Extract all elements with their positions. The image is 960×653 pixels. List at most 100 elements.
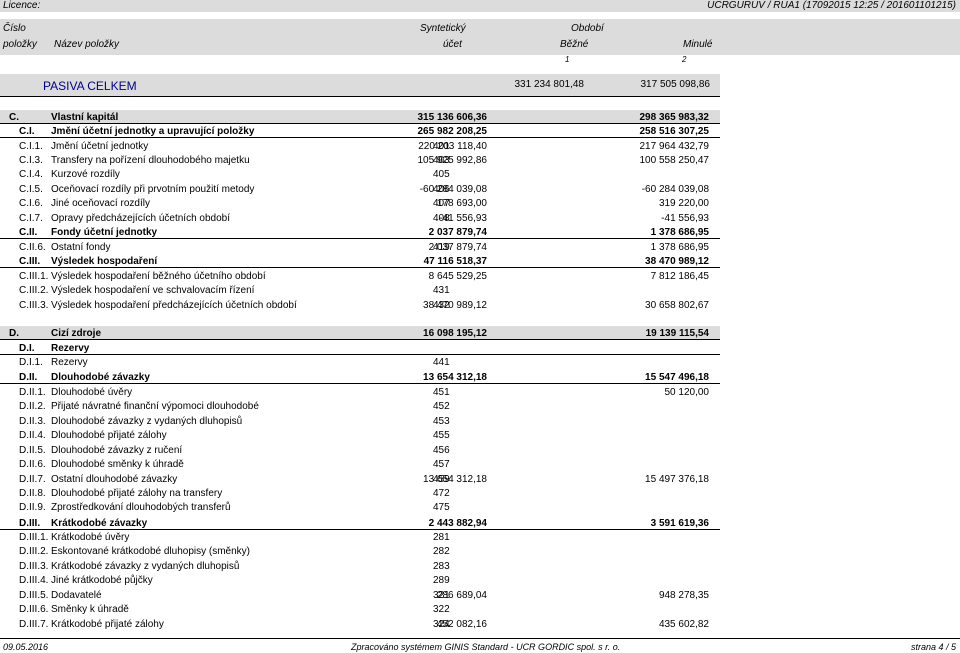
row-current: 16 098 195,12 (423, 328, 487, 339)
row-account: 475 (433, 502, 450, 513)
table-row: C.I.7. Opravy předcházejících účetních ob… (0, 211, 720, 225)
total-row (0, 74, 720, 96)
row-code: C.I.1. (19, 141, 43, 152)
row-previous: -60 284 039,08 (641, 184, 709, 195)
row-name: Eskontované krátkodobé dluhopisy (směnky… (51, 546, 250, 557)
row-code: C.I.4. (19, 169, 43, 180)
row-current: 105 925 992,86 (417, 155, 487, 166)
table-row: D.III.4. Jiné krátkodobé půjčky 289 (0, 573, 720, 587)
row-name: Dlouhodobé závazky (51, 372, 150, 383)
column-header (0, 19, 960, 55)
row-account: 453 (433, 416, 450, 427)
table-row: C.II.6. Ostatní fondy 419 2 037 879,74 1 378… (0, 240, 720, 254)
table-row: C.I.5. Oceňovací rozdíly při prvotním pou… (0, 182, 720, 196)
row-name: Zprostředkování dlouhodobých transferů (51, 502, 231, 513)
col-minule: Minulé (683, 39, 713, 50)
table-row: D.III.5. Dodavatelé 321 286 689,04 948 278,3… (0, 588, 720, 602)
row-code: D.II.1. (19, 387, 46, 398)
row-name: Vlastní kapitál (51, 112, 119, 123)
row-code: C.I. (19, 126, 35, 137)
col-obdobi: Období (571, 23, 604, 34)
total-current: 331 234 801,48 (514, 79, 584, 90)
row-current: 2 443 882,94 (428, 518, 487, 529)
row-previous: 298 365 983,32 (639, 112, 709, 123)
table-row: D.III.7. Krátkodobé přijaté zálohy 324 452 … (0, 617, 720, 631)
row-current: 47 116 518,37 (423, 256, 487, 267)
row-underline (0, 354, 720, 355)
row-name: Jmění účetní jednotky a upravující polož… (51, 126, 255, 137)
row-code: C.III.3. (19, 300, 49, 311)
row-name: Dlouhodobé přijaté zálohy na transfery (51, 488, 223, 499)
top-bar (0, 0, 960, 12)
row-account: 281 (433, 532, 450, 543)
row-account: 289 (433, 575, 450, 586)
row-name: Jmění účetní jednotky (51, 141, 149, 152)
col-ucet: účet (443, 39, 462, 50)
table-row: C.I.1. Jmění účetní jednotky 401 220 203 11… (0, 139, 720, 153)
row-name: Přijaté návratné finanční výpomoci dlouh… (51, 401, 259, 412)
row-name: Výsledek hospodaření předcházejících úče… (51, 300, 297, 311)
row-underline (0, 339, 720, 340)
row-underline (0, 267, 720, 268)
row-code: D.III.3. (19, 561, 49, 572)
row-code: D.II. (19, 372, 38, 383)
table-row: C.I.4. Kurzové rozdíly 405 (0, 167, 720, 181)
row-previous: 38 470 989,12 (645, 256, 709, 267)
row-account: 405 (433, 169, 450, 180)
table-row: D.II.9. Zprostředkování dlouhodobých tran… (0, 500, 720, 514)
row-account: 282 (433, 546, 450, 557)
row-account: 324 (433, 619, 450, 630)
table-row: D.I.1. Rezervy 441 (0, 355, 720, 369)
section-d-band (0, 326, 720, 340)
row-name: Směnky k úhradě (51, 604, 129, 615)
row-code: D.I.1. (19, 357, 43, 368)
row-current: 38 470 989,12 (423, 300, 487, 311)
row-name: Dlouhodobé závazky z ručení (51, 445, 183, 456)
table-row: C.I.6. Jiné oceňovací rozdíly 407 178 693,0… (0, 196, 720, 210)
row-current: 13 654 312,18 (423, 474, 487, 485)
row-code: C. (9, 112, 19, 123)
table-row: D.II.6. Dlouhodobé směnky k úhradě 457 (0, 457, 720, 471)
row-account: 457 (433, 459, 450, 470)
table-row: D.II.3. Dlouhodobé závazky z vydaných dlu… (0, 414, 720, 428)
row-account: 408 (433, 213, 450, 224)
col-polozky: položky (3, 39, 37, 50)
col-bezne: Běžné (560, 39, 589, 50)
report-info: UCRGURUV / RUA1 (17092015 12:25 / 201601… (707, 0, 956, 11)
row-name: Dlouhodobé závazky z vydaných dluhopisů (51, 416, 243, 427)
row-code: D.III. (19, 518, 41, 529)
row-code: D.II.6. (19, 459, 46, 470)
row-underline (0, 137, 720, 138)
row-previous: 50 120,00 (664, 387, 710, 398)
row-name: Opravy předcházejících účetních období (51, 213, 230, 224)
row-name: Ostatní fondy (51, 242, 111, 253)
row-name: Transfery na pořízení dlouhodobého majet… (51, 155, 250, 166)
row-account: 283 (433, 561, 450, 572)
table-row: C. Vlastní kapitál 315 136 606,36 298 365 9… (0, 110, 720, 124)
row-name: Krátkodobé přijaté zálohy (51, 619, 164, 630)
row-current: 8 645 529,25 (428, 271, 487, 282)
row-previous: 30 658 802,67 (645, 300, 709, 311)
table-row: C.II. Fondy účetní jednotky 2 037 879,74 1 … (0, 225, 720, 239)
col-num2: 2 (682, 55, 687, 64)
row-previous: 1 378 686,95 (650, 242, 709, 253)
row-code: D.II.2. (19, 401, 46, 412)
table-row: C.III. Výsledek hospodaření 47 116 518,37 3… (0, 254, 720, 268)
row-previous: 15 497 376,18 (645, 474, 709, 485)
row-code: D.III.1. (19, 532, 49, 543)
table-row: D.III.6. Směnky k úhradě 322 (0, 602, 720, 616)
row-name: Krátkodobé závazky z vydaných dluhopisů (51, 561, 240, 572)
col-synteticky: Syntetický (420, 23, 466, 34)
row-account: 441 (433, 357, 450, 368)
row-name: Krátkodobé úvěry (51, 532, 130, 543)
row-code: C.III. (19, 256, 41, 267)
row-previous: 948 278,35 (658, 590, 709, 601)
table-row: C.III.1. Výsledek hospodaření běžného úče… (0, 269, 720, 283)
row-code: C.I.3. (19, 155, 43, 166)
row-code: D.II.7. (19, 474, 46, 485)
row-code: D.III.5. (19, 590, 49, 601)
row-account: 432 (433, 300, 450, 311)
section-c-band (0, 110, 720, 124)
row-previous: 100 558 250,47 (639, 155, 709, 166)
row-account: 452 (433, 401, 450, 412)
